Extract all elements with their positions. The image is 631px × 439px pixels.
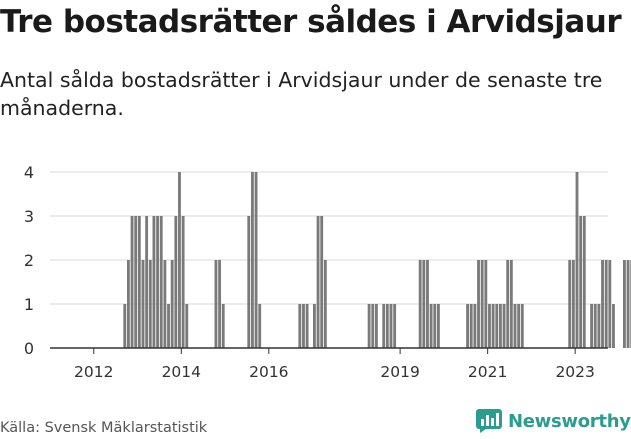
bar: [156, 216, 160, 348]
bar: [178, 172, 181, 348]
bar: [371, 304, 375, 348]
bar: [473, 304, 477, 348]
bar: [509, 260, 513, 348]
bar: [316, 216, 320, 348]
bar: [374, 304, 378, 348]
bar: [163, 260, 167, 348]
bar: [185, 304, 189, 348]
bar: [167, 304, 170, 348]
bar: [221, 304, 225, 348]
bar: [582, 216, 586, 348]
bar: [436, 304, 440, 348]
x-tick-label: 2021: [468, 363, 507, 381]
bar: [320, 216, 324, 348]
bar: [477, 260, 480, 348]
bar: [498, 304, 502, 348]
newsworthy-chart-icon: [476, 409, 502, 433]
bar: [491, 304, 495, 348]
x-axis-ticks: 2012 2014 2016 2019 2021 2023: [74, 348, 595, 381]
bar: [174, 216, 178, 348]
bar: [622, 260, 626, 348]
bar: [385, 304, 389, 348]
bar: [422, 260, 426, 348]
bar: [152, 216, 156, 348]
chart-subtitle: Antal sålda bostadsrätter i Arvidsjaur u…: [0, 68, 603, 120]
y-tick-label: 1: [24, 295, 34, 314]
bar: [469, 304, 473, 348]
bar: [488, 304, 491, 348]
bar: [593, 304, 597, 348]
bar: [258, 304, 262, 348]
bar: [626, 260, 630, 348]
bar: [484, 260, 488, 348]
bar: [466, 304, 470, 348]
bar: [495, 304, 499, 348]
bar: [604, 260, 608, 348]
bar: [506, 260, 510, 348]
bars: [123, 172, 631, 348]
chart-title: Tre bostadsrätter såldes i Arvidsjaur: [0, 4, 622, 40]
bar: [502, 304, 506, 348]
bar: [393, 304, 397, 348]
y-tick-label: 2: [24, 251, 34, 270]
bar: [137, 216, 141, 348]
bar: [579, 216, 583, 348]
bar: [302, 304, 305, 348]
bar: [513, 304, 517, 348]
bar: [218, 260, 222, 348]
bar: [312, 304, 316, 348]
bar: [608, 260, 612, 348]
bar: [568, 260, 572, 348]
bar: [382, 304, 386, 348]
x-tick-label: 2019: [380, 363, 419, 381]
bar: [123, 304, 127, 348]
bar: [367, 304, 371, 348]
x-tick-label: 2016: [249, 363, 288, 381]
bar: [612, 304, 615, 348]
bar: [254, 172, 258, 348]
gridlines: [50, 171, 608, 305]
bar: [145, 216, 149, 348]
x-tick-label: 2012: [74, 363, 113, 381]
bar: [250, 172, 254, 348]
bar: [323, 260, 327, 348]
newsworthy-logo: Newsworthy: [476, 409, 631, 433]
bar: [575, 172, 579, 348]
bar: [590, 304, 594, 348]
bar: [418, 260, 422, 348]
bar: [389, 304, 393, 348]
bar: [480, 260, 484, 348]
y-tick-label: 3: [24, 207, 34, 226]
y-tick-label: 4: [24, 163, 34, 182]
bar: [298, 304, 302, 348]
bar: [601, 260, 604, 348]
bar: [134, 216, 138, 348]
bar: [517, 304, 521, 348]
bar: [170, 260, 174, 348]
logo-text: Newsworthy: [508, 410, 631, 432]
bar: [141, 260, 145, 348]
bar: [305, 304, 309, 348]
bar: [130, 216, 134, 348]
bar: [429, 304, 433, 348]
y-axis-ticks: 0 1 2 3 4: [24, 163, 34, 358]
bar: [148, 260, 152, 348]
bar: [214, 260, 218, 348]
x-tick-label: 2023: [555, 363, 594, 381]
bar: [159, 216, 163, 348]
bar: [181, 216, 185, 348]
x-tick-label: 2014: [162, 363, 201, 381]
bar: [433, 304, 437, 348]
bar: [126, 260, 130, 348]
bar: [597, 304, 601, 348]
bar: [520, 304, 524, 348]
bar: [426, 260, 429, 348]
y-tick-label: 0: [24, 339, 34, 358]
bar: [571, 260, 575, 348]
bar: [247, 216, 251, 348]
source-note: Källa: Svensk Mäklarstatistik: [0, 420, 208, 436]
